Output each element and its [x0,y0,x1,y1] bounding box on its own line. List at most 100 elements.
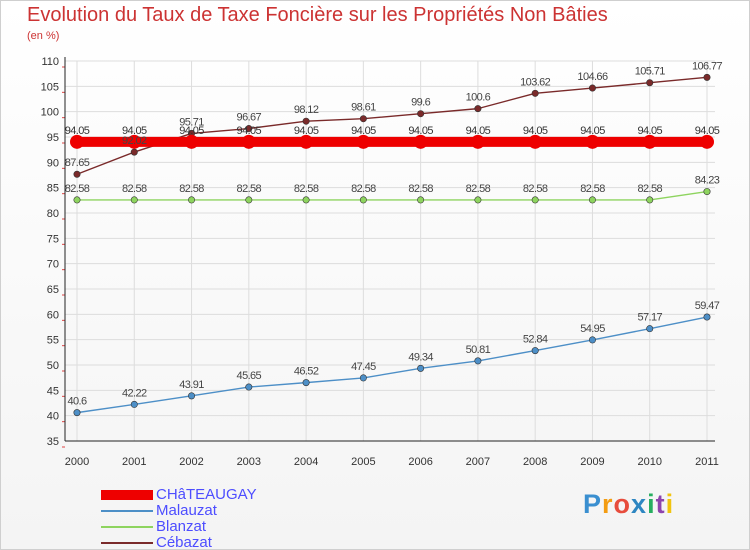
y-tick-label: 50 [47,360,59,372]
data-point [73,409,81,417]
data-label: 104.66 [577,71,608,83]
data-label: 100.6 [466,92,491,104]
data-label: 82.58 [351,183,376,195]
x-tick-label: 2004 [294,456,318,468]
y-axis-unit: (en %) [27,30,60,42]
data-point [417,110,425,118]
data-label: 94.05 [523,125,548,137]
data-label: 52.84 [523,334,548,346]
y-tick-label: 110 [41,56,59,68]
y-tick-label: 90 [47,157,59,169]
data-point [302,196,310,204]
legend-swatch [101,542,153,544]
data-point [302,379,310,387]
logo-letter: P [583,489,603,519]
data-label: 94.05 [637,125,662,137]
logo-letter: r [602,489,614,519]
legend-label: Cébazat [156,534,212,550]
logo-letter: o [613,489,632,519]
series-line-1 [76,316,708,414]
grid-lines [65,60,715,442]
data-point [646,196,654,204]
legend-label: CHâTEAUGAY [156,486,257,503]
data-point [299,134,314,149]
data-label: 47.45 [351,361,376,373]
data-point [703,73,711,81]
data-point [184,134,199,149]
data-label: 42.22 [122,387,147,399]
data-point [703,188,711,196]
y-ticks: 35 40 45 50 55 60 65 70 75 80 85 90 95 100 105 110 [41,56,59,448]
x-tick-label: 2002 [179,456,203,468]
y-tick-label: 80 [47,208,59,220]
data-label: 94.05 [65,125,90,137]
logo-letter: i [665,489,675,519]
x-tick-label: 2005 [351,456,375,468]
data-point [70,134,84,149]
y-tick-label: 55 [47,335,59,347]
x-tick-label: 2009 [580,456,604,468]
data-point [417,364,425,372]
data-label: 94.05 [351,125,376,137]
data-label: 99.6 [411,97,430,109]
data-label: 106.77 [692,60,723,72]
data-point [700,134,714,149]
series-lines [76,76,708,414]
series-points [70,73,714,417]
series-line-2 [77,190,708,201]
data-point [127,134,142,149]
legend-swatch [101,510,153,512]
axes [62,57,715,448]
legend-label: Malauzat [156,502,217,519]
data-point [703,313,711,321]
data-point [531,196,539,204]
data-label: 94.05 [237,125,262,137]
data-label: 49.34 [408,351,433,363]
data-label: 57.17 [637,312,662,324]
x-tick-label: 2007 [466,456,490,468]
data-label: 94.05 [408,125,433,137]
y-tick-label: 95 [47,132,59,144]
y-tick-label: 105 [41,81,59,93]
data-label: 98.12 [294,104,319,116]
data-point [474,357,482,365]
data-label: 50.81 [466,344,491,356]
data-label: 94.05 [695,125,720,137]
y-tick-label: 70 [47,259,59,271]
data-label: 46.52 [294,366,319,378]
data-labels: 87.65 92.02 95.71 96.67 98.12 98.61 99.6 100.6 1… [65,60,723,407]
y-tick-label: 60 [47,309,59,321]
y-tick-label: 75 [47,233,59,245]
data-label: 43.91 [179,379,204,391]
data-label: 94.05 [122,125,147,137]
data-label: 84.23 [695,175,720,187]
data-point [73,196,81,204]
data-label: 82.58 [408,183,433,195]
data-label: 82.58 [523,183,548,195]
x-ticks: 2000 2001 2002 2003 2004 2005 2006 2007 2008 2009… [65,456,719,468]
data-label: 87.65 [65,157,90,169]
data-point [588,84,596,92]
data-point [588,196,596,204]
data-label: 95.71 [179,116,204,128]
data-label: 82.58 [237,183,262,195]
chart-title: Evolution du Taux de Taxe Foncière sur l… [27,4,608,26]
data-label: 92.02 [122,135,147,147]
data-point [130,148,138,156]
logo-letter: t [655,489,666,519]
x-tick-label: 2003 [237,456,261,468]
data-point [245,383,253,391]
data-point [359,374,367,382]
y-tick-label: 45 [47,385,59,397]
data-point [470,134,485,149]
y-tick-label: 85 [47,183,59,195]
x-tick-label: 2008 [523,456,547,468]
data-point [73,170,81,178]
series-line-3 [76,76,708,175]
legend-label: Blanzat [156,518,207,535]
x-tick-label: 2006 [408,456,432,468]
data-label: 103.62 [520,76,551,88]
data-label: 94.05 [466,125,491,137]
